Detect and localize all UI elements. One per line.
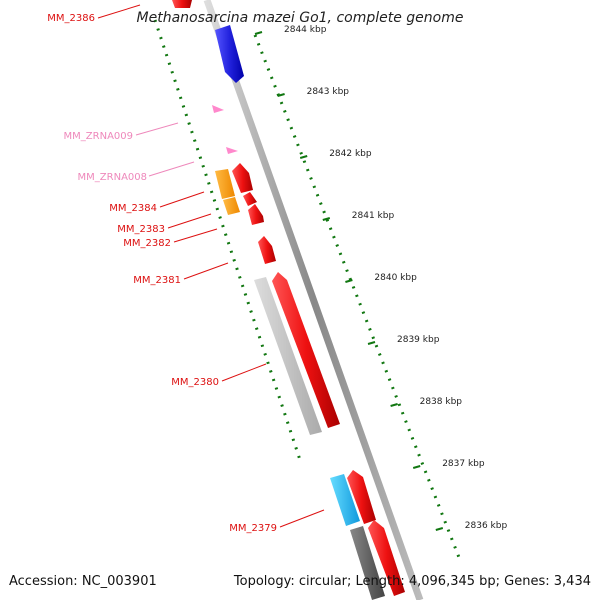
- label-MM_2383: MM_2383: [117, 224, 165, 235]
- kbp-tick: [254, 31, 263, 35]
- label-MM_2384: MM_2384: [109, 203, 157, 214]
- kbp-tick: [390, 403, 398, 407]
- kbp-tick-label: 2842 kbp: [329, 149, 372, 159]
- gene-MM_2383[interactable]: [243, 192, 257, 206]
- leader-MM_2381: [183, 262, 229, 280]
- kbp-tick: [322, 217, 331, 221]
- gene-MM_2381[interactable]: [258, 236, 276, 264]
- leader-MM_2383: [167, 213, 212, 229]
- kbp-tick-label: 2838 kbp: [420, 397, 463, 407]
- label-MM_2386: MM_2386: [47, 13, 95, 24]
- leader-MM_2382: [173, 228, 218, 243]
- leader-MM_2379: [279, 509, 325, 528]
- gene-MM_2380-red[interactable]: [272, 272, 340, 428]
- kbp-tick: [345, 279, 353, 283]
- leader-MM_2380: [221, 363, 267, 382]
- label-MM_2380: MM_2380: [171, 377, 219, 388]
- kbp-tick: [435, 527, 444, 531]
- accession-label: Accession: NC_003901: [9, 574, 157, 589]
- gene-MM_2379-red[interactable]: [347, 470, 376, 524]
- outer-dotted-track: [253, 34, 462, 561]
- gene-MM_2380-grey[interactable]: [254, 277, 322, 435]
- kbp-tick-label: 2837 kbp: [442, 459, 485, 469]
- inner-dotted-track: [153, 19, 302, 461]
- gene-darkgrey[interactable]: [350, 526, 385, 600]
- gene-MM_2386[interactable]: [172, 0, 192, 8]
- gene-MM_2384-orange-a[interactable]: [215, 169, 235, 199]
- gene-MM_ZRNA008[interactable]: [226, 147, 238, 154]
- backbone: [203, 0, 424, 600]
- kbp-tick-label: 2840 kbp: [374, 273, 417, 283]
- label-MM_2381: MM_2381: [133, 275, 181, 286]
- label-MM_2382: MM_2382: [123, 238, 171, 249]
- label-MM_ZRNA009: MM_ZRNA009: [64, 131, 133, 142]
- gene-red-1[interactable]: [232, 163, 253, 193]
- gene-MM_ZRNA009[interactable]: [212, 105, 224, 113]
- gene-MM_2384-orange-b[interactable]: [223, 197, 240, 215]
- gene-MM_2379-cyan[interactable]: [330, 474, 360, 526]
- kbp-tick-label: 2843 kbp: [307, 87, 350, 97]
- genome-summary: Topology: circular; Length: 4,096,345 bp…: [233, 574, 591, 589]
- kbp-tick: [299, 155, 308, 159]
- kbp-tick: [367, 341, 376, 345]
- genome-title: Methanosarcina mazei Go1, complete genom…: [136, 10, 464, 26]
- leader-MM_2384: [159, 191, 205, 208]
- kbp-tick-label: 2836 kbp: [465, 521, 508, 531]
- leader-MM_ZRNA009: [135, 122, 179, 136]
- kbp-tick-label: 2844 kbp: [284, 25, 327, 35]
- kbp-tick: [277, 93, 285, 97]
- gene-reverse-blue[interactable]: [215, 25, 244, 83]
- leader-MM_ZRNA008: [148, 161, 195, 177]
- kbp-tick-label: 2841 kbp: [352, 211, 395, 221]
- kbp-tick: [412, 465, 421, 469]
- gene-red-bottom[interactable]: [368, 520, 405, 596]
- label-MM_ZRNA008: MM_ZRNA008: [78, 172, 147, 183]
- kbp-tick-label: 2839 kbp: [397, 335, 440, 345]
- gene-MM_2382[interactable]: [248, 204, 264, 225]
- leader-MM_2386: [97, 4, 141, 19]
- label-MM_2379: MM_2379: [229, 523, 277, 534]
